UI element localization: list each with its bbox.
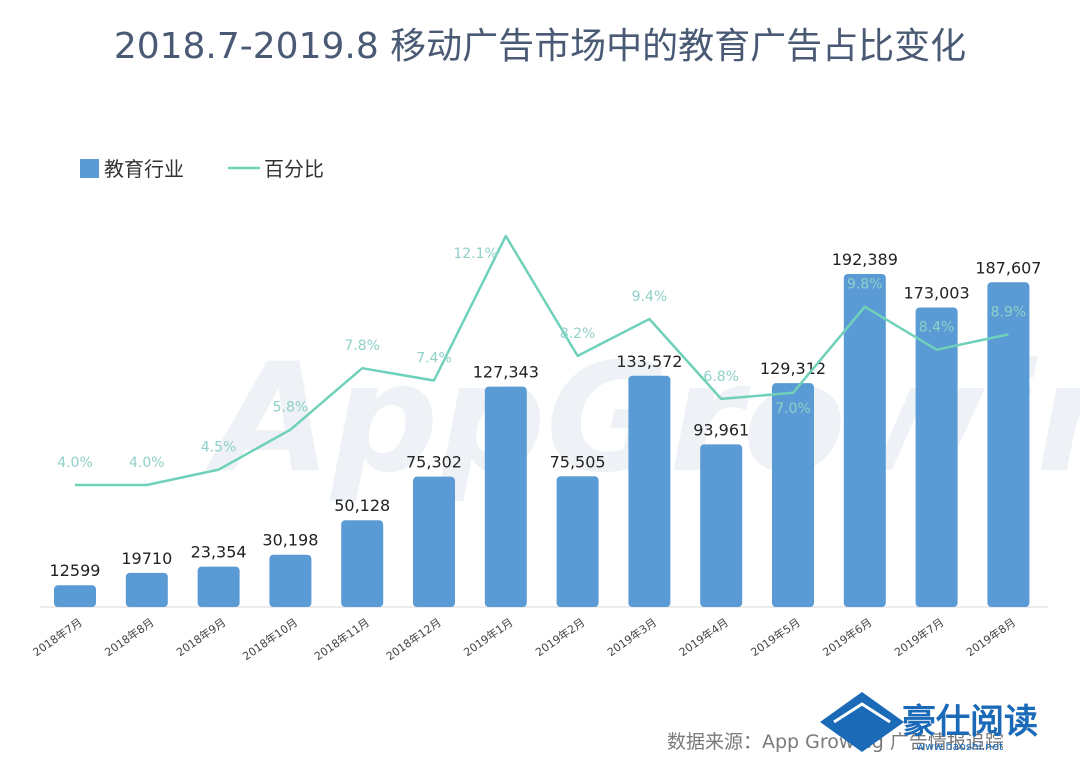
x-tick-label: 2018年9月 (174, 615, 229, 659)
x-tick-label: 2018年10月 (240, 615, 300, 663)
bar-value-label: 127,343 (473, 363, 539, 382)
bar-value-label: 30,198 (262, 531, 318, 550)
bar-value-label: 50,128 (334, 496, 390, 515)
percent-label: 6.8% (703, 369, 739, 385)
bar-2018年11月 (341, 520, 384, 607)
bar-2018年8月 (125, 572, 168, 607)
percent-label: 4.0% (129, 455, 165, 471)
corner-watermark-url: www.haoshi.net (916, 740, 1004, 753)
chart-title: 2018.7-2019.8 移动广告市场中的教育广告占比变化 (114, 26, 966, 67)
bar-value-label: 173,003 (904, 284, 970, 303)
x-tick-labels: 2018年7月 2018年8月 2018年9月 2018年10月 2018年11月 201… (30, 615, 1018, 663)
x-tick-label: 2018年11月 (311, 615, 371, 663)
bar-value-label: 75,302 (406, 453, 462, 472)
x-tick-label: 2019年3月 (604, 615, 659, 659)
corner-watermark: 豪仕阅读 www.haoshi.net (820, 692, 1038, 753)
legend-bar-label: 教育行业 (104, 157, 184, 181)
pct-labels-layer: 4.0% 4.0% 4.5% 5.8% 7.8% 7.4% 12.1% 8.2% 9.4% 6.8… (57, 246, 1026, 471)
bar-value-label: 75,505 (550, 452, 606, 471)
x-tick-label: 2019年8月 (963, 615, 1018, 659)
x-tick-label: 2018年7月 (30, 615, 85, 659)
percent-label: 5.8% (273, 400, 309, 416)
bar-value-label: 19710 (121, 549, 172, 568)
corner-watermark-text: 豪仕阅读 (902, 702, 1038, 742)
percent-label: 12.1% (453, 246, 497, 262)
bar-2019年8月 (987, 282, 1030, 607)
x-tick-label: 2018年8月 (102, 615, 157, 659)
bars-layer (54, 274, 1030, 607)
bar-2019年4月 (700, 444, 743, 607)
bar-value-label: 23,354 (191, 543, 247, 562)
x-tick-label: 2019年2月 (533, 615, 588, 659)
percent-label: 9.4% (632, 289, 668, 305)
bar-2018年9月 (197, 566, 240, 607)
bar-2018年10月 (269, 554, 312, 607)
percent-label: 8.2% (560, 326, 596, 342)
percent-label: 9.8% (847, 277, 883, 293)
legend: 教育行业 百分比 (80, 157, 324, 181)
percent-label: 7.0% (775, 401, 811, 417)
data-source: 数据来源：App Growing 广告情报追踪 (667, 731, 1004, 753)
bar-2019年7月 (915, 307, 958, 607)
bar-2019年1月 (484, 386, 527, 607)
bar-value-label: 133,572 (616, 352, 682, 371)
legend-line-label: 百分比 (264, 157, 324, 181)
bar-value-label: 12599 (50, 561, 101, 580)
percent-label: 4.5% (201, 440, 237, 456)
bar-2019年5月 (772, 383, 814, 607)
line-layer (75, 234, 1009, 487)
x-tick-label: 2019年1月 (461, 615, 516, 659)
percent-series-line (75, 234, 1009, 487)
bar-2018年12月 (413, 476, 455, 607)
bar-labels-layer: 12599 19710 23,354 30,198 50,128 75,302 127,34… (50, 250, 1042, 580)
x-tick-label: 2019年6月 (820, 615, 875, 659)
percent-label: 8.4% (919, 320, 955, 336)
bar-2019年2月 (556, 476, 599, 607)
book-logo-icon (820, 692, 904, 752)
percent-label: 7.8% (344, 338, 380, 354)
x-tick-label: 2019年7月 (892, 615, 947, 659)
x-tick-label: 2019年4月 (676, 615, 731, 659)
legend-bar-swatch (80, 159, 99, 178)
bar-2018年7月 (54, 585, 96, 607)
bar-value-label: 129,312 (760, 359, 826, 378)
x-tick-label: 2018年12月 (383, 615, 443, 663)
x-tick-label: 2019年5月 (748, 615, 803, 659)
bar-2019年3月 (628, 375, 671, 607)
percent-label: 8.9% (991, 304, 1027, 320)
percent-label: 7.4% (416, 350, 452, 366)
bar-value-label: 93,961 (693, 420, 749, 439)
bar-2019年6月 (843, 274, 886, 607)
bar-value-label: 187,607 (975, 258, 1041, 277)
percent-label: 4.0% (57, 455, 93, 471)
bar-value-label: 192,389 (832, 250, 898, 269)
